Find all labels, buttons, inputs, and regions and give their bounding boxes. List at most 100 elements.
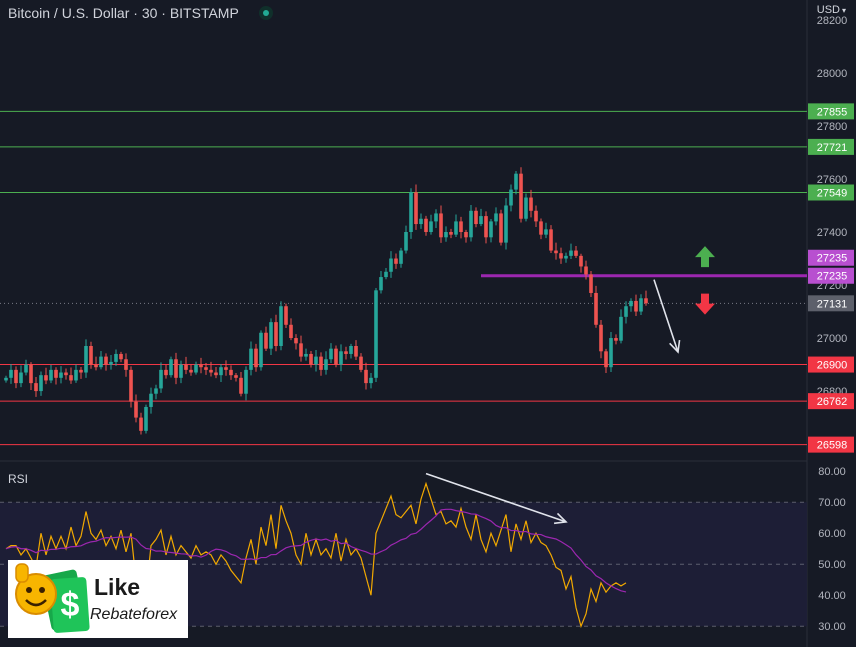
symbol-header[interactable]: Bitcoin / U.S. Dollar · 30 · BITSTAMP [8, 5, 273, 21]
candle-body [494, 213, 498, 222]
candle-body [474, 210, 478, 225]
candle-body [169, 359, 173, 376]
candle-body [459, 221, 463, 232]
pivot-badge-upper [808, 249, 854, 266]
candle-body [49, 369, 53, 381]
candle-body [209, 369, 213, 373]
rebateforex-logo: $ Like Rebateforex [8, 560, 188, 638]
candle-body [339, 351, 343, 365]
candle-body [419, 218, 423, 225]
candle-body [194, 364, 198, 373]
pivot-badge-lower [808, 267, 854, 284]
candle-body [529, 197, 533, 211]
candle-body [314, 356, 318, 365]
candle-body [9, 369, 13, 378]
candle-body [364, 369, 368, 384]
candle-body [19, 372, 23, 384]
chevron-down-icon: ▾ [841, 5, 846, 15]
price-tick-label: 27400 [817, 227, 848, 239]
candle-body [109, 361, 113, 365]
candle-body [214, 372, 218, 376]
candle-body [359, 356, 363, 370]
candle-body [119, 353, 123, 360]
currency-selector[interactable]: USD ▾ [817, 4, 846, 16]
candle-body [564, 255, 568, 259]
candle-body [344, 351, 348, 354]
candle-body [79, 369, 83, 373]
candle-body [254, 348, 258, 368]
candle-body [324, 359, 328, 370]
candle-body [174, 359, 178, 378]
market-status-icon [258, 6, 273, 20]
candle-body [299, 343, 303, 357]
candle-body [574, 250, 578, 256]
candle-body [489, 221, 493, 238]
rsi-indicator-label[interactable]: RSI [8, 472, 29, 486]
candle-body [34, 383, 38, 392]
symbol-title: Bitcoin / U.S. Dollar · 30 · BITSTAMP [8, 5, 239, 21]
support-level-badge [808, 356, 854, 373]
candle-body [479, 216, 483, 225]
candle-body [609, 338, 613, 368]
candle-body [619, 316, 623, 341]
candle-body [579, 255, 583, 267]
candle-body [569, 250, 573, 256]
candle-body [239, 377, 243, 394]
resistance-level-label: 27549 [817, 187, 848, 199]
pivot-label-upper: 27235 [817, 253, 848, 265]
support-level-label: 26598 [817, 440, 848, 452]
logo-rebateforex-text: Rebateforex [90, 606, 178, 623]
candle-body [584, 266, 588, 275]
projection-arrow-head [669, 339, 681, 354]
candle-body [224, 367, 228, 370]
candle-body [514, 173, 518, 190]
candle-body [259, 332, 263, 368]
candle-body [229, 369, 233, 376]
candle-body [424, 218, 428, 232]
last-price-badge [808, 295, 854, 312]
candle-body [414, 192, 418, 225]
candle-body [449, 232, 453, 235]
candle-body [519, 173, 523, 219]
candle-body [74, 369, 78, 381]
price-tick-label: 28200 [817, 15, 848, 27]
candle-body [99, 356, 103, 368]
candle-body [54, 369, 58, 378]
rsi-tick-label: 50.00 [818, 559, 846, 571]
candle-body [89, 346, 93, 365]
svg-text:$: $ [61, 586, 80, 624]
candle-body [374, 290, 378, 378]
candle-body [394, 258, 398, 264]
candle-body [399, 250, 403, 264]
candle-body [289, 324, 293, 339]
candle-body [114, 353, 118, 362]
candle-body [464, 232, 468, 238]
arrow-up-icon [695, 246, 715, 268]
candle-body [334, 348, 338, 365]
candle-body [484, 216, 488, 238]
candle-body [499, 213, 503, 243]
candle-body [389, 258, 393, 272]
rsi-divergence-arrow-line [425, 472, 567, 523]
candle-body [599, 324, 603, 352]
candle-body [429, 221, 433, 232]
candle-body [184, 364, 188, 370]
candle-body [384, 271, 388, 278]
candle-body [59, 372, 63, 378]
candle-body [319, 356, 323, 370]
candle-body [594, 292, 598, 325]
candle-body [434, 213, 438, 222]
candle-body [24, 364, 28, 373]
candle-body [469, 210, 473, 238]
rsi-tick-label: 60.00 [818, 528, 846, 540]
rsi-divergence-arrow-head [553, 512, 568, 525]
candle-body [159, 369, 163, 389]
candle-body [329, 348, 333, 360]
price-tick-label: 28000 [817, 68, 848, 80]
candle-body [589, 274, 593, 293]
candle-body [544, 229, 548, 235]
candle-body [534, 210, 538, 222]
candle-body [559, 253, 563, 259]
candle-body [279, 306, 283, 346]
